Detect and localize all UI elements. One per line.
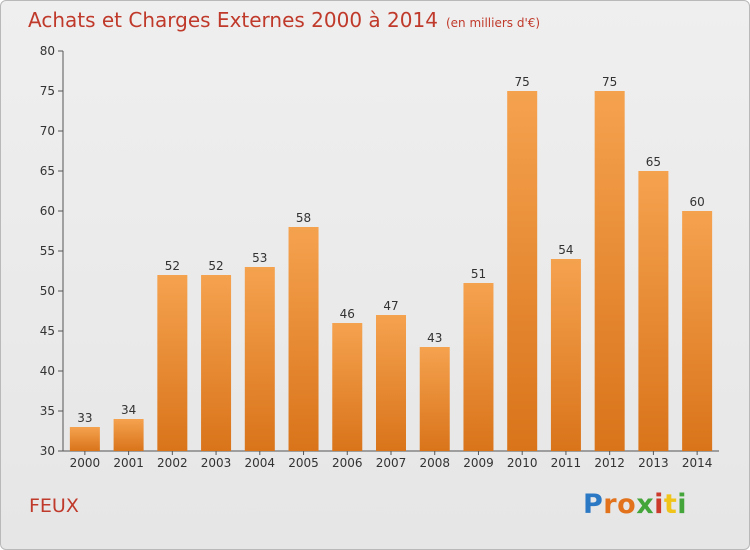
bar-2005 <box>288 227 319 451</box>
chart-unit: (en milliers d'€) <box>445 16 541 30</box>
bars <box>69 91 713 451</box>
bar-value-label: 65 <box>646 155 661 169</box>
bar-2004 <box>244 267 275 451</box>
bar-2001 <box>113 419 144 451</box>
y-tick-label: 65 <box>40 164 55 178</box>
bar-value-label: 60 <box>689 195 704 209</box>
x-tick-label: 2007 <box>376 456 407 470</box>
x-tick-label: 2006 <box>332 456 363 470</box>
proxiti-logo: Proxiti <box>583 489 688 520</box>
x-tick-label: 2009 <box>463 456 494 470</box>
bar-2012 <box>594 91 625 451</box>
x-tick-label: 2012 <box>594 456 625 470</box>
bar-value-label: 53 <box>252 251 267 265</box>
bar-2007 <box>376 315 406 451</box>
axes: 30 35 40 45 50 55 60 65 70 75 80 2000 2001 2002 2003 20… <box>40 44 719 470</box>
x-tick-label: 2014 <box>682 456 713 470</box>
y-tick-label: 75 <box>40 84 55 98</box>
x-tick-label: 2010 <box>507 456 538 470</box>
x-tick-label: 2003 <box>201 456 232 470</box>
data-labels: 33 34 52 52 53 58 46 47 43 51 75 54 75 65 60 <box>77 75 705 425</box>
bar-value-label: 51 <box>471 267 486 281</box>
y-tick-label: 30 <box>40 444 55 458</box>
bar-value-label: 58 <box>296 211 311 225</box>
x-tick-label: 2005 <box>288 456 319 470</box>
bar-value-label: 75 <box>602 75 617 89</box>
bar-2009 <box>463 283 494 451</box>
bar-2003 <box>201 275 232 451</box>
x-tick-label: 2004 <box>245 456 276 470</box>
bar-2010 <box>507 91 538 451</box>
x-tick-label: 2011 <box>551 456 582 470</box>
bar-value-label: 33 <box>77 411 92 425</box>
bar-value-label: 47 <box>383 299 398 313</box>
x-tick-label: 2002 <box>157 456 188 470</box>
bar-2011 <box>550 259 581 451</box>
y-tick-label: 40 <box>40 364 55 378</box>
bar-2008 <box>419 347 450 451</box>
bar-value-label: 43 <box>427 331 442 345</box>
bar-2002 <box>157 275 188 451</box>
bar-2014 <box>682 211 713 451</box>
bar-value-label: 52 <box>208 259 223 273</box>
chart-title: Achats et Charges Externes 2000 à 2014 <box>28 8 438 32</box>
chart-title-block: Achats et Charges Externes 2000 à 2014 (e… <box>28 8 540 32</box>
x-tick-label: 2001 <box>113 456 144 470</box>
x-tick-label: 2000 <box>70 456 101 470</box>
bar-value-label: 46 <box>340 307 355 321</box>
place-name: FEUX <box>29 495 79 517</box>
bar-2013 <box>638 171 669 451</box>
y-tick-label: 70 <box>40 124 55 138</box>
x-tick-label: 2008 <box>419 456 450 470</box>
y-tick-label: 35 <box>40 404 55 418</box>
bar-value-label: 52 <box>165 259 180 273</box>
y-tick-label: 80 <box>40 44 55 58</box>
y-tick-label: 50 <box>40 284 55 298</box>
y-tick-label: 55 <box>40 244 55 258</box>
bar-2000 <box>69 427 100 451</box>
bar-value-label: 34 <box>121 403 136 417</box>
x-tick-label: 2013 <box>638 456 669 470</box>
bar-value-label: 54 <box>558 243 573 257</box>
bar-2006 <box>332 323 363 451</box>
y-tick-label: 45 <box>40 324 55 338</box>
y-tick-label: 60 <box>40 204 55 218</box>
bar-value-label: 75 <box>515 75 530 89</box>
